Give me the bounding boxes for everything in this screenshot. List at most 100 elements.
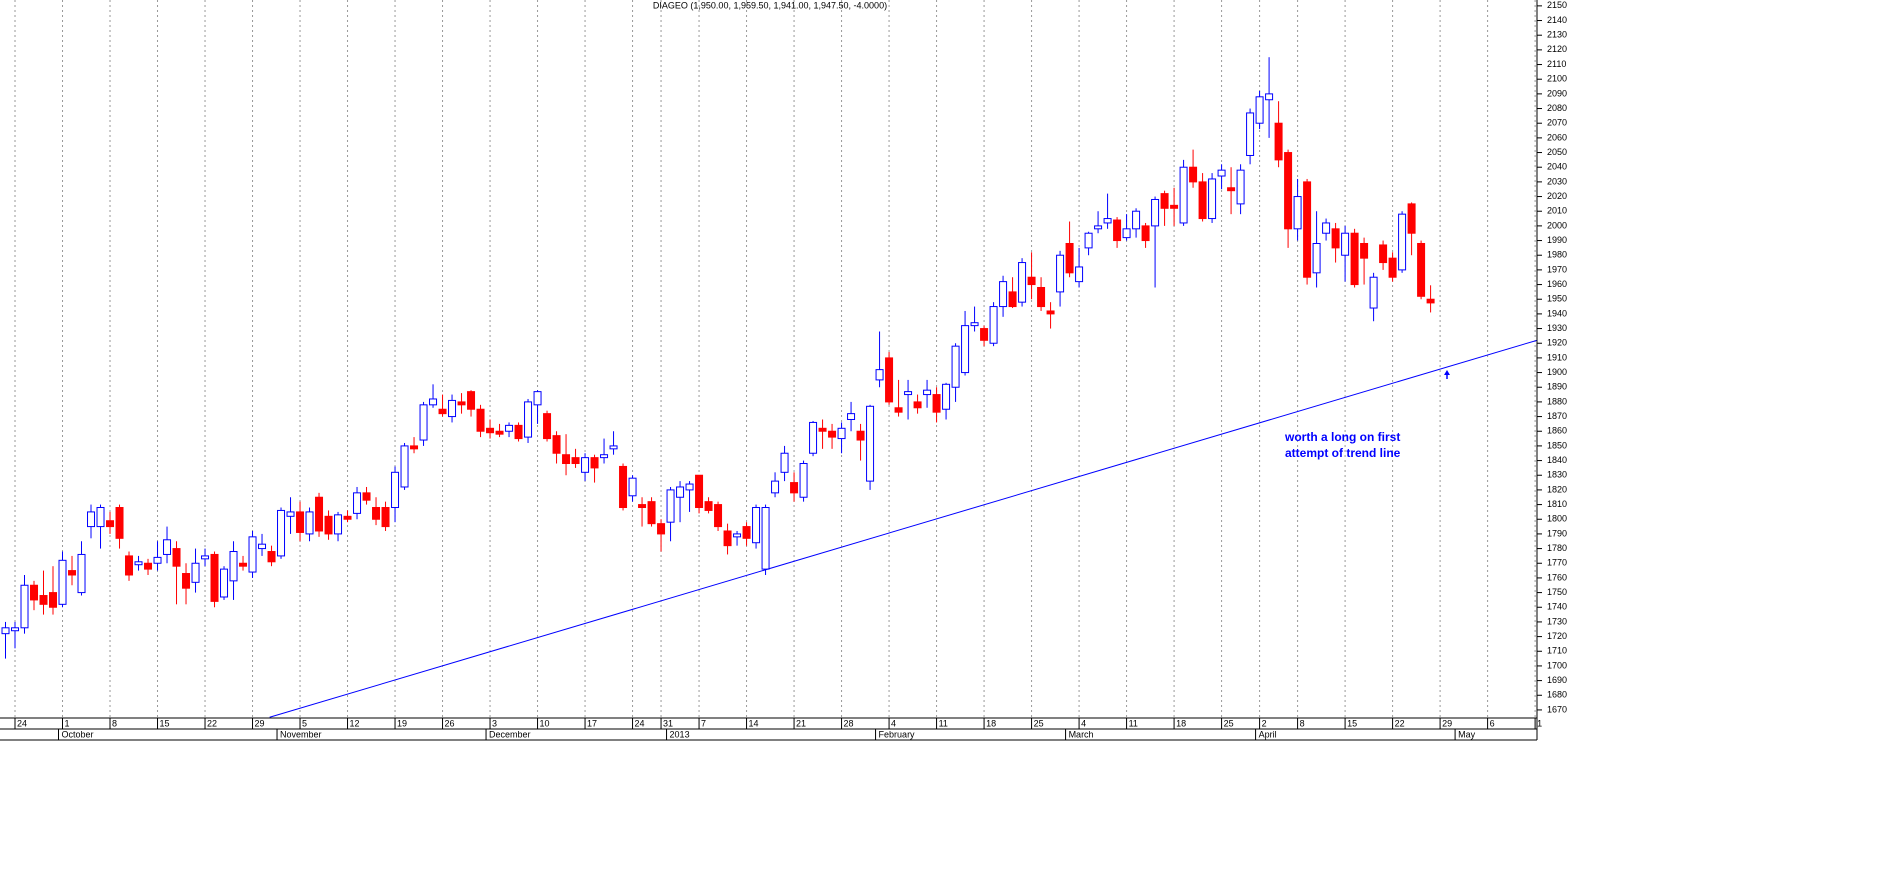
- x-tick-label: 18: [1176, 718, 1186, 728]
- candle-body: [1360, 242, 1369, 259]
- y-tick-label: 2140: [1547, 15, 1567, 25]
- candle-body: [96, 507, 105, 528]
- candle-body: [942, 383, 951, 410]
- axes: 1670168016901700171017201730174017501760…: [0, 0, 1567, 741]
- month-label: May: [1458, 729, 1476, 739]
- candle-body: [581, 457, 590, 473]
- y-tick-label: 1870: [1547, 411, 1567, 421]
- y-tick-label: 1960: [1547, 279, 1567, 289]
- y-tick-label: 1760: [1547, 572, 1567, 582]
- candle-body: [267, 551, 276, 563]
- candle-body: [343, 515, 352, 520]
- candle-body: [951, 345, 960, 388]
- candle-body: [239, 562, 248, 567]
- y-tick-label: 2010: [1547, 206, 1567, 216]
- candle-body: [419, 404, 428, 441]
- candle-body: [505, 424, 514, 432]
- candle-body: [1122, 228, 1131, 239]
- candle-body: [353, 492, 362, 514]
- candle-body: [1284, 152, 1293, 230]
- candle-body: [1398, 213, 1407, 271]
- y-tick-label: 1690: [1547, 675, 1567, 685]
- y-tick-label: 1900: [1547, 367, 1567, 377]
- candle-body: [115, 507, 124, 539]
- y-tick-label: 1860: [1547, 426, 1567, 436]
- candle-body: [780, 452, 789, 473]
- x-tick-label: 19: [397, 718, 407, 728]
- candle-body: [1303, 181, 1312, 278]
- x-tick-label: 4: [1081, 718, 1086, 728]
- candle-body: [866, 405, 875, 482]
- candle-body: [1208, 178, 1217, 220]
- candle-body: [296, 511, 305, 533]
- y-tick-label: 2030: [1547, 176, 1567, 186]
- y-tick-label: 1700: [1547, 660, 1567, 670]
- x-tick-label: 6: [1490, 718, 1495, 728]
- candle-body: [875, 369, 884, 381]
- y-tick-label: 1780: [1547, 543, 1567, 553]
- candle-body: [305, 511, 314, 535]
- x-tick-label: 31: [663, 718, 673, 728]
- month-label: October: [62, 729, 94, 739]
- candle-body: [1322, 222, 1331, 234]
- y-tick-label: 2020: [1547, 191, 1567, 201]
- y-tick-label: 1750: [1547, 587, 1567, 597]
- x-tick-label: 7: [701, 718, 706, 728]
- x-tick-label: 5: [302, 718, 307, 728]
- candle-body: [809, 421, 818, 454]
- month-label: March: [1069, 729, 1094, 739]
- candle-body: [20, 584, 29, 629]
- candle-body: [381, 507, 390, 528]
- candle-body: [372, 507, 381, 520]
- candle-body: [885, 357, 894, 403]
- candle-body: [590, 457, 599, 469]
- y-tick-label: 2000: [1547, 220, 1567, 230]
- candle-body: [457, 401, 466, 406]
- x-tick-label: 17: [587, 718, 597, 728]
- candle-body: [144, 562, 153, 570]
- candle-body: [989, 306, 998, 344]
- candle-body: [619, 465, 628, 509]
- y-tick-label: 1880: [1547, 396, 1567, 406]
- candle-body: [1037, 286, 1046, 308]
- candle-body: [77, 553, 86, 594]
- x-tick-label: 11: [939, 718, 948, 728]
- candle-body: [1008, 291, 1017, 308]
- x-tick-label: 21: [796, 718, 806, 728]
- candle-body: [1, 627, 10, 635]
- candle-body: [562, 454, 571, 465]
- candle-body: [87, 511, 96, 528]
- annotation: attempt of trend line: [1285, 446, 1401, 460]
- candle-body: [704, 501, 713, 511]
- annotation-arrow: [1444, 370, 1450, 379]
- x-tick-label: 2: [1262, 718, 1267, 728]
- candle-body: [733, 533, 742, 538]
- y-tick-label: 2120: [1547, 44, 1567, 54]
- x-tick-label: 29: [1442, 718, 1452, 728]
- x-tick-label: 15: [1347, 718, 1357, 728]
- x-tick-label: 1: [65, 718, 70, 728]
- candle-body: [1179, 166, 1188, 224]
- candle-body: [771, 480, 780, 494]
- y-tick-label: 1990: [1547, 235, 1567, 245]
- candle-body: [220, 568, 229, 598]
- x-tick-label: 18: [986, 718, 996, 728]
- x-tick-label: 22: [1395, 718, 1405, 728]
- candle-body: [685, 483, 694, 491]
- candle-body: [932, 394, 941, 413]
- candle-body: [742, 526, 751, 539]
- candle-body: [1103, 218, 1112, 224]
- x-tick-label: 24: [17, 718, 27, 728]
- candle-body: [638, 504, 647, 509]
- candle-body: [1331, 228, 1340, 249]
- candle-body: [1426, 298, 1435, 304]
- candle-body: [1217, 169, 1226, 177]
- candle-body: [714, 504, 723, 528]
- candle-body: [723, 530, 732, 547]
- candle-body: [258, 543, 267, 550]
- candle-body: [847, 413, 856, 421]
- candle-body: [30, 584, 39, 601]
- x-tick-label: 4: [891, 718, 896, 728]
- candle-body: [913, 401, 922, 409]
- candle-body: [1018, 262, 1027, 303]
